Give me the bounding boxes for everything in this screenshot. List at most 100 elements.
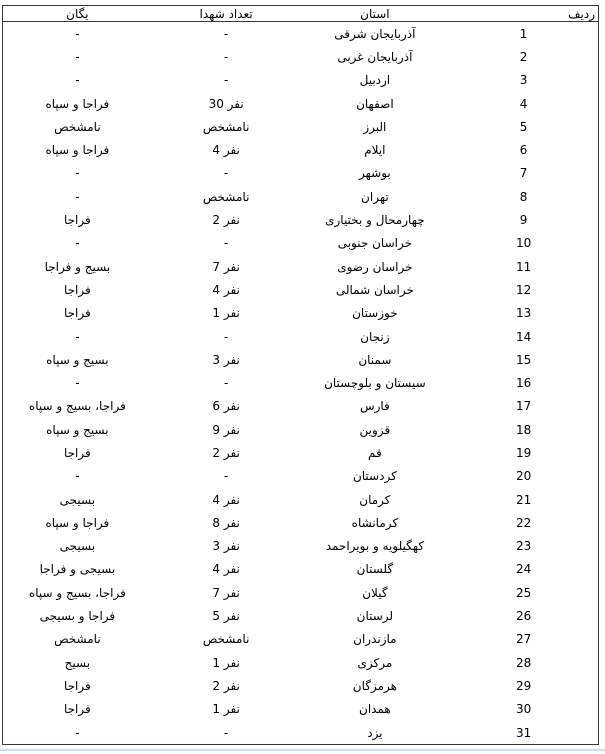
cell-radif: 7 bbox=[519, 166, 528, 181]
cell-tedad: 4 نفر bbox=[212, 492, 240, 507]
cell-ostan: گیلان bbox=[362, 585, 388, 600]
cell-ostan: کردستان bbox=[352, 469, 397, 484]
cell-tedad: 4 نفر bbox=[212, 282, 240, 297]
cell-tedad: 2 نفر bbox=[212, 213, 240, 228]
cell-radif: 21 bbox=[515, 492, 532, 507]
cell-tedad: 5 نفر bbox=[212, 609, 240, 624]
cell-yegan: - bbox=[75, 189, 80, 204]
cell-yegan: - bbox=[75, 236, 80, 251]
cell-yegan: بسیج و سپاه bbox=[46, 352, 109, 367]
cell-ostan: گلستان bbox=[356, 562, 394, 577]
cell-radif: 18 bbox=[515, 422, 532, 437]
cell-tedad: 1 نفر bbox=[212, 702, 240, 717]
cell-radif: 4 bbox=[519, 96, 528, 111]
cell-yegan: فراجا و بسیجی bbox=[39, 609, 116, 624]
cell-radif: 17 bbox=[515, 399, 532, 414]
cell-ostan: هرمزگان bbox=[352, 678, 397, 693]
cell-tedad: - bbox=[223, 725, 229, 740]
table-row: فراجا و سپاه 4 نفر ایلام 6 bbox=[3, 138, 598, 161]
table-row: فراجا، بسیج و سپاه 7 نفر گیلان 25 bbox=[3, 581, 598, 604]
cell-yegan: - bbox=[75, 725, 80, 740]
cell-tedad: 9 نفر bbox=[212, 422, 240, 437]
cell-tedad: 7 نفر bbox=[212, 259, 240, 274]
cell-tedad: 1 نفر bbox=[212, 655, 240, 670]
table-row: - - خراسان جنوبی 10 bbox=[3, 232, 598, 255]
cell-yegan: فراجا bbox=[63, 282, 91, 297]
cell-yegan: - bbox=[75, 73, 80, 88]
table-row: - - آذربایجان غربی 2 bbox=[3, 45, 598, 68]
column-header-radif: ردیف bbox=[568, 6, 595, 21]
table-row: فراجا، بسیج و سپاه 6 نفر فارس 17 bbox=[3, 395, 598, 418]
cell-ostan: لرستان bbox=[356, 609, 394, 624]
cell-ostan: آذربایجان غربی bbox=[337, 49, 413, 64]
table-row: فراجا و سپاه 8 نفر کرمانشاه 22 bbox=[3, 511, 598, 534]
cell-tedad: 4 نفر bbox=[212, 562, 240, 577]
cell-radif: 12 bbox=[515, 282, 532, 297]
table-row: بسیج 1 نفر مرکزی 28 bbox=[3, 651, 598, 674]
cell-yegan: بسیجی bbox=[59, 539, 96, 554]
table-row: بسیج و سپاه 9 نفر قزوین 18 bbox=[3, 418, 598, 441]
column-header-ostan: استان bbox=[360, 6, 390, 21]
cell-tedad: - bbox=[223, 469, 229, 484]
table-row: بسیجی 4 نفر کرمان 21 bbox=[3, 488, 598, 511]
cell-radif: 5 bbox=[519, 119, 528, 134]
table-row: - - سیستان و بلوچستان 16 bbox=[3, 371, 598, 394]
cell-ostan: یزد bbox=[367, 725, 383, 740]
cell-tedad: - bbox=[223, 236, 229, 251]
cell-ostan: چهارمحال و بختیاری bbox=[325, 213, 425, 228]
cell-ostan: همدان bbox=[359, 702, 391, 717]
cell-ostan: خراسان رضوی bbox=[337, 259, 413, 274]
cell-yegan: فراجا و سپاه bbox=[45, 96, 110, 111]
table-row: بسیج و سپاه 3 نفر سمنان 15 bbox=[3, 348, 598, 371]
cell-ostan: خراسان شمالی bbox=[335, 282, 414, 297]
cell-yegan: فراجا و سپاه bbox=[45, 515, 110, 530]
table-row: فراجا 2 نفر هرمزگان 29 bbox=[3, 674, 598, 697]
table-row: نامشخص نامشخص البرز 5 bbox=[3, 115, 598, 138]
cell-radif: 24 bbox=[515, 562, 532, 577]
cell-yegan: بسیجی bbox=[59, 492, 96, 507]
cell-ostan: بوشهر bbox=[359, 166, 391, 181]
cell-radif: 22 bbox=[515, 515, 532, 530]
table-body: - - آذربایجان شرقی 1 - - آذربایجان غربی 2 - - اردب… bbox=[3, 22, 598, 744]
cell-tedad: - bbox=[223, 26, 229, 41]
cell-yegan: بسیج و سپاه bbox=[46, 422, 109, 437]
cell-radif: 23 bbox=[515, 539, 532, 554]
table-header-row: یگان تعداد شهدا استان ردیف bbox=[3, 6, 598, 22]
table-row: - - زنجان 14 bbox=[3, 325, 598, 348]
cell-yegan: فراجا bbox=[63, 306, 91, 321]
table-row: نامشخص نامشخص مازندران 27 bbox=[3, 628, 598, 651]
martyrs-by-province-table: یگان تعداد شهدا استان ردیف - - آذربایجان ش… bbox=[2, 5, 599, 746]
cell-tedad: نامشخص bbox=[202, 632, 250, 647]
cell-yegan: نامشخص bbox=[54, 119, 101, 134]
cell-ostan: آذربایجان شرقی bbox=[334, 26, 416, 41]
cell-tedad: 8 نفر bbox=[212, 515, 240, 530]
table-row: فراجا و بسیجی 5 نفر لرستان 26 bbox=[3, 604, 598, 627]
cell-yegan: - bbox=[75, 329, 80, 344]
cell-radif: 26 bbox=[515, 609, 532, 624]
cell-ostan: قزوین bbox=[359, 422, 391, 437]
cell-yegan: فراجا، بسیج و سپاه bbox=[28, 399, 126, 414]
cell-radif: 3 bbox=[519, 73, 528, 88]
cell-ostan: کهگیلویه و بویراحمد bbox=[325, 539, 425, 554]
cell-tedad: - bbox=[223, 73, 229, 88]
cell-tedad: 4 نفر bbox=[212, 143, 240, 158]
cell-yegan: فراجا و سپاه bbox=[45, 143, 110, 158]
cell-yegan: بسیجی و فراجا bbox=[39, 562, 116, 577]
cell-radif: 27 bbox=[515, 632, 532, 647]
cell-radif: 19 bbox=[515, 445, 532, 460]
cell-radif: 25 bbox=[515, 585, 532, 600]
cell-tedad: - bbox=[223, 329, 229, 344]
cell-ostan: ایلام bbox=[364, 143, 386, 158]
cell-ostan: زنجان bbox=[360, 329, 390, 344]
cell-radif: 6 bbox=[519, 143, 528, 158]
cell-tedad: - bbox=[223, 49, 229, 64]
cell-ostan: کرمان bbox=[359, 492, 391, 507]
table-row: فراجا 4 نفر خراسان شمالی 12 bbox=[3, 278, 598, 301]
cell-radif: 20 bbox=[515, 469, 532, 484]
cell-radif: 28 bbox=[515, 655, 532, 670]
cell-ostan: تهران bbox=[361, 189, 389, 204]
cell-radif: 30 bbox=[515, 702, 532, 717]
cell-yegan: - bbox=[75, 49, 80, 64]
table-row: فراجا 2 نفر چهارمحال و بختیاری 9 bbox=[3, 208, 598, 231]
cell-yegan: فراجا bbox=[63, 702, 91, 717]
